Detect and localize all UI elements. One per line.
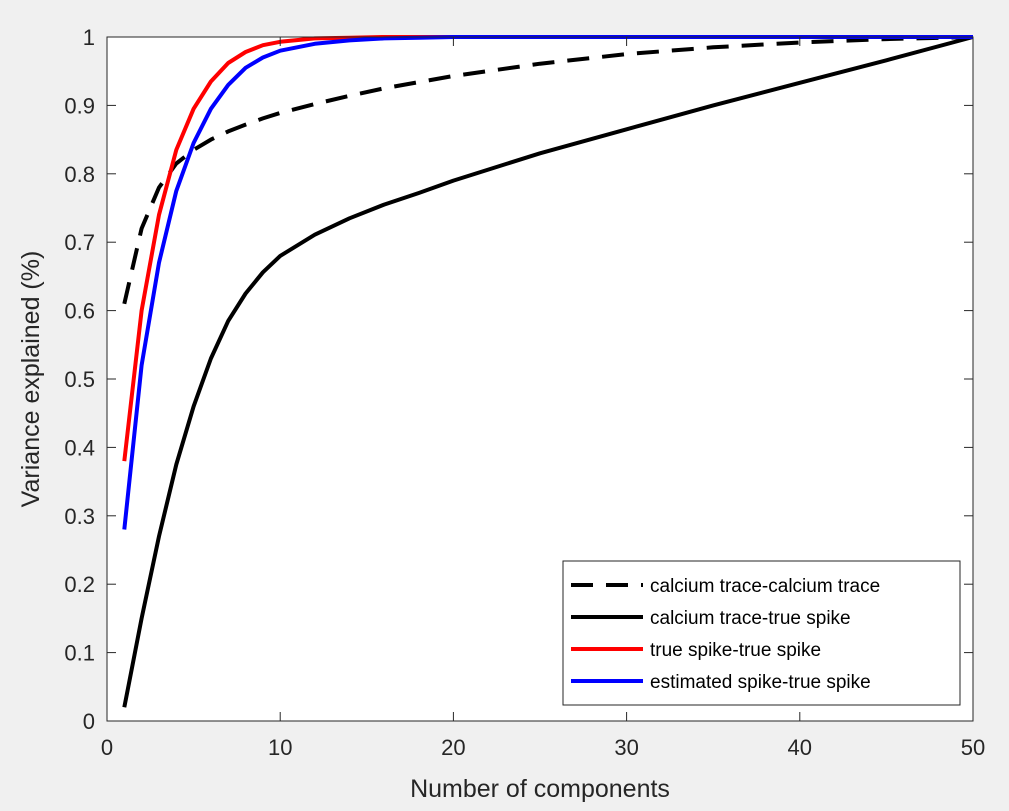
y-tick-label: 0.8 bbox=[64, 162, 95, 187]
x-tick-label: 50 bbox=[961, 735, 985, 760]
y-tick-label: 1 bbox=[83, 25, 95, 50]
y-tick-label: 0.4 bbox=[64, 435, 95, 460]
x-tick-label: 0 bbox=[101, 735, 113, 760]
y-tick-label: 0.1 bbox=[64, 641, 95, 666]
y-tick-label: 0.7 bbox=[64, 230, 95, 255]
y-tick-label: 0.9 bbox=[64, 93, 95, 118]
x-axis-title: Number of components bbox=[410, 775, 670, 803]
series-line-1 bbox=[122, 35, 974, 305]
y-tick-label: 0.5 bbox=[64, 367, 95, 392]
series-line-2 bbox=[122, 35, 974, 708]
legend-label-2: calcium trace-true spike bbox=[650, 608, 851, 629]
y-tick-label: 0 bbox=[83, 709, 95, 734]
x-tick-label: 10 bbox=[268, 735, 292, 760]
legend-label-1: calcium trace-calcium trace bbox=[650, 576, 880, 597]
x-tick-label: 30 bbox=[614, 735, 638, 760]
ticks-layer: 0 10 20 30 40 50 0 0.1 0.2 0.3 0.4 0.5 0.6 0.7 0.8 0.9 1 bbox=[64, 25, 985, 760]
y-tick-label: 0.2 bbox=[64, 572, 95, 597]
legend-label-3: true spike-true spike bbox=[650, 640, 821, 661]
x-tick-label: 40 bbox=[788, 735, 812, 760]
y-tick-label: 0.3 bbox=[64, 504, 95, 529]
y-tick-label: 0.6 bbox=[64, 299, 95, 324]
legend-label-4: estimated spike-true spike bbox=[650, 672, 871, 693]
x-tick-label: 20 bbox=[441, 735, 465, 760]
legend: calcium trace-calcium trace calcium trace… bbox=[562, 560, 961, 706]
y-axis-title: Variance explained (%) bbox=[17, 251, 45, 508]
